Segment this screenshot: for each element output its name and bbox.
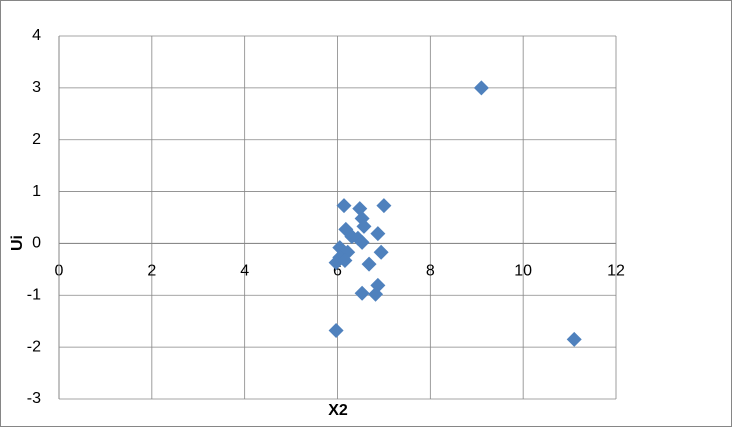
point [356, 218, 372, 234]
x-tick-label: 6 [333, 263, 342, 280]
point [361, 256, 377, 272]
point [337, 253, 353, 269]
y-tick-label: -2 [27, 338, 41, 355]
y-tick-label: 0 [32, 235, 41, 252]
point [328, 323, 344, 339]
point [354, 285, 370, 301]
point [368, 286, 384, 302]
point [373, 244, 389, 260]
y-tick-label: -3 [27, 390, 41, 407]
point [566, 331, 582, 347]
point [352, 201, 368, 217]
x-tick-label: 12 [607, 263, 625, 280]
x-tick-label: 4 [240, 263, 249, 280]
y-tick-label: 1 [32, 183, 41, 200]
x-tick-label: 8 [426, 263, 435, 280]
x-tick-label: 2 [147, 263, 156, 280]
point [336, 198, 352, 214]
x-tick-label: 10 [514, 263, 532, 280]
y-tick-label: -1 [27, 287, 41, 304]
y-axis-label: Ui [9, 235, 26, 251]
point [376, 198, 392, 214]
point [370, 226, 386, 242]
x-axis-label: X2 [328, 402, 348, 419]
point [473, 80, 489, 96]
y-tick-label: 4 [32, 27, 41, 44]
point [354, 234, 370, 250]
y-tick-label: 3 [32, 79, 41, 96]
y-tick-label: 2 [32, 131, 41, 148]
